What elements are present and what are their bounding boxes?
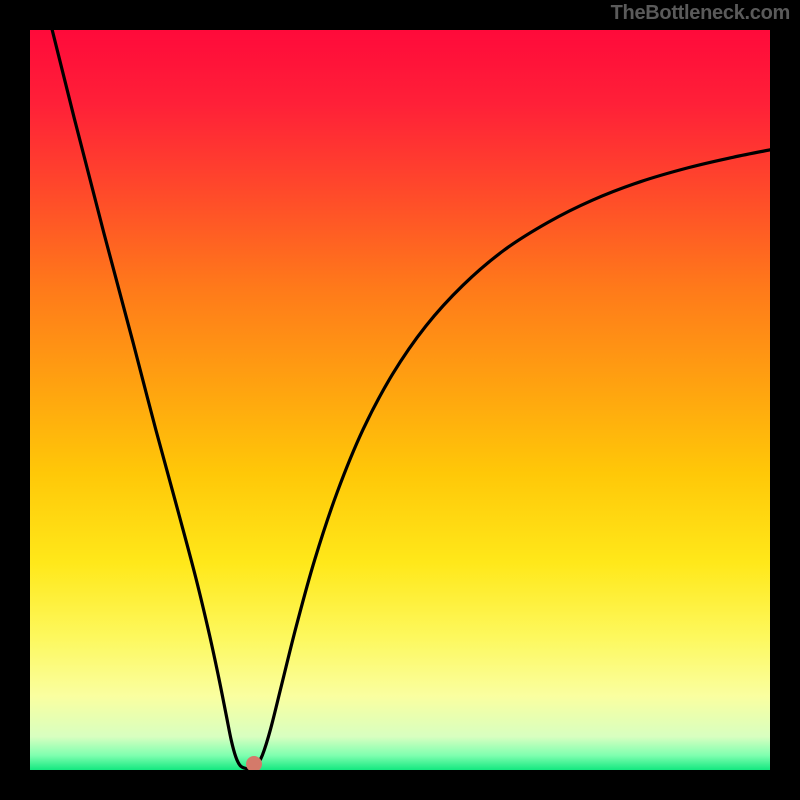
optimal-point-marker <box>246 756 262 770</box>
watermark-text: TheBottleneck.com <box>611 2 790 25</box>
plot-area <box>30 30 770 770</box>
bottleneck-curve <box>30 30 770 770</box>
